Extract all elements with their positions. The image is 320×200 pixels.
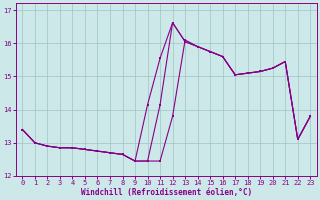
X-axis label: Windchill (Refroidissement éolien,°C): Windchill (Refroidissement éolien,°C) [81, 188, 252, 197]
